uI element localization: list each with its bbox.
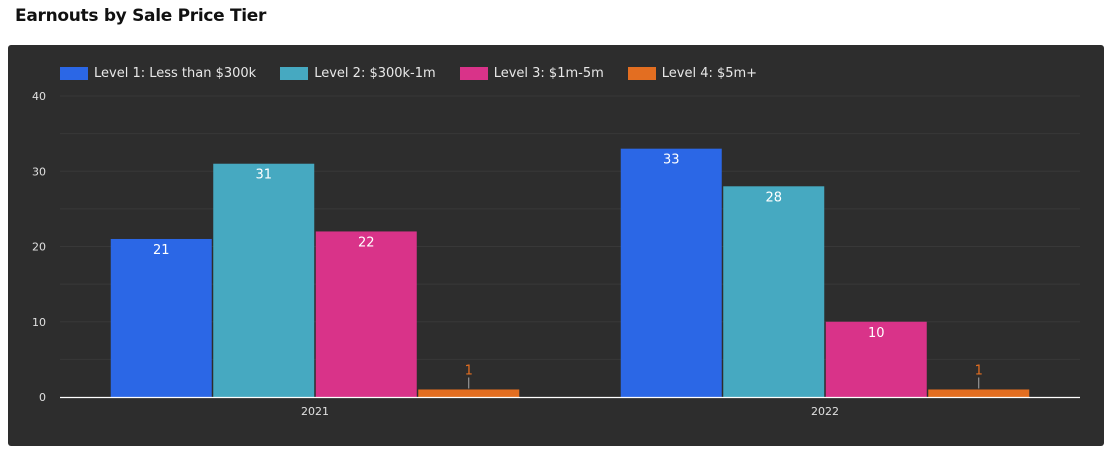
bar[interactable] [825, 321, 927, 397]
chart-title: Earnouts by Sale Price Tier [15, 6, 267, 26]
bar[interactable] [928, 389, 1030, 397]
bar[interactable] [620, 148, 722, 397]
data-label: 21 [153, 243, 170, 258]
legend-swatch [60, 67, 88, 80]
legend-swatch [280, 67, 309, 80]
y-tick-label: 40 [32, 90, 46, 103]
data-label: 33 [663, 153, 680, 168]
y-tick-label: 10 [32, 316, 46, 329]
data-label: 1 [465, 363, 473, 378]
legend-swatch [459, 67, 488, 80]
x-tick-label: 2021 [301, 405, 329, 418]
x-tick-label: 2022 [811, 405, 839, 418]
bar[interactable] [723, 186, 825, 397]
data-label: 31 [255, 168, 272, 183]
legend-label: Level 1: Less than $300k [94, 66, 257, 81]
bar[interactable] [418, 389, 520, 397]
y-tick-label: 30 [32, 165, 46, 178]
data-label: 1 [975, 363, 983, 378]
legend-swatch [627, 67, 656, 80]
y-tick-label: 20 [32, 241, 46, 254]
legend-label: Level 3: $1m-5m [493, 66, 604, 81]
legend-item[interactable]: Level 3: $1m-5m [459, 66, 604, 81]
bar[interactable] [213, 163, 315, 397]
legend-label: Level 4: $5m+ [661, 66, 758, 81]
legend-label: Level 2: $300k-1m [314, 66, 436, 81]
data-label: 28 [765, 190, 782, 205]
legend-item[interactable]: Level 1: Less than $300k [60, 66, 256, 81]
bar[interactable] [110, 238, 212, 397]
chart-legend: Level 1: Less than $300k Level 2: $300k-1… [60, 66, 781, 81]
y-tick-label: 0 [39, 391, 46, 404]
legend-item[interactable]: Level 2: $300k-1m [280, 66, 436, 81]
legend-item[interactable]: Level 4: $5m+ [627, 66, 758, 81]
bar[interactable] [315, 231, 417, 397]
data-label: 10 [868, 326, 885, 341]
data-label: 22 [358, 235, 375, 250]
